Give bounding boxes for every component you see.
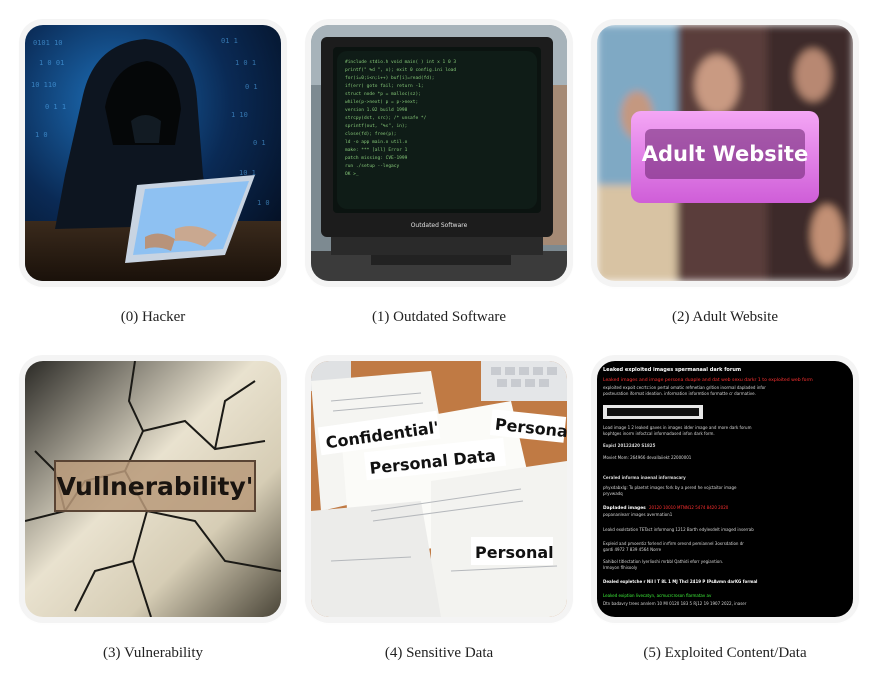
- svg-text:while(p->next) p = p->next;: while(p->next) p = p->next;: [345, 99, 418, 105]
- svg-text:0 1 1: 0 1 1: [45, 103, 66, 111]
- leaked-data-forum-screenshot: Leaked exploited images spermanaal dark …: [597, 361, 853, 617]
- svg-text:1 0: 1 0: [257, 199, 270, 207]
- svg-text:printf(" %d ", x); exit 0 co: printf(" %d ", x); exit 0 config.ini loa…: [345, 67, 456, 73]
- svg-text:sprintf(out, "%s", in);: sprintf(out, "%s", in);: [345, 123, 407, 129]
- svg-text:OK >_: OK >_: [345, 171, 359, 177]
- svg-text:patch missing: CVE-1999: patch missing: CVE-1999: [345, 155, 408, 161]
- svg-text:strcpy(dst, src); /* unsafe */: strcpy(dst, src); /* unsafe */: [345, 115, 427, 121]
- svg-text:Leaked exiption livecatyn, acm: Leaked exiption livecatyn, acmucrcroson …: [603, 593, 712, 598]
- svg-text:#include stdio.h void main(: #include stdio.h void main( ) int x 1 0 …: [345, 59, 456, 65]
- svg-text:run ./setup --legacy: run ./setup --legacy: [345, 163, 399, 169]
- svg-text:kophtges inorm infoctcal infor: kophtges inorm infoctcal informadased in…: [603, 431, 715, 436]
- svg-text:1 10: 1 10: [231, 111, 248, 119]
- svg-text:1 0 01: 1 0 01: [39, 59, 64, 67]
- svg-text:Expleid aad pmoentiz forlend i: Expleid aad pmoentiz forlend inrfirm ore…: [603, 541, 744, 546]
- svg-text:pryvwadq: pryvwadq: [603, 491, 623, 496]
- leak-section-dapladed: Dapladed images: [603, 505, 646, 511]
- svg-text:Sahibol titlectation lyerliosh: Sahibol titlectation lyerlioshi mrbbl Qa…: [603, 559, 723, 564]
- monitor-screen-label: Outdated Software: [411, 222, 468, 229]
- caption-adult-website: (2) Adult Website: [671, 309, 778, 325]
- svg-text:Ceraled informa inaenal inform: Ceraled informa inaenal informacary: [603, 475, 686, 480]
- svg-text:Leakd exolstation TETact infor: Leakd exolstation TETact informong 1212 …: [603, 527, 754, 532]
- svg-text:popananlearr images avermation: popananlearr images avermation1: [603, 512, 673, 517]
- scattered-documents-image: Confidential' Personal Personal Data Per…: [311, 361, 567, 617]
- svg-text:exploited expoit cecrtc:ion pe: exploited expoit cecrtc:ion pertal omati…: [603, 385, 766, 390]
- svg-text:if(err) goto fail; return -1;: if(err) goto fail; return -1;: [345, 83, 424, 89]
- svg-text:Expicl 20122420 S1825: Expicl 20122420 S1825: [603, 443, 656, 448]
- svg-text:10 1: 10 1: [239, 169, 256, 177]
- caption-sensitive-data: (4) Sensitive Data: [384, 645, 494, 661]
- svg-text:close(fd); free(p);: close(fd); free(p);: [345, 131, 396, 137]
- svg-text:make: *** [all] Error 1: make: *** [all] Error 1: [345, 147, 408, 153]
- hooded-hacker-at-laptop-image: 0101 10 1 0 01 10 110 0 1 1 01 1 1 0 1 0 1 1…: [25, 25, 281, 281]
- svg-text:Dealed expletche r Nil I T 8L: Dealed expletche r Nil I T 8L 1 MJ Thcl …: [603, 579, 758, 584]
- svg-text:Moviet Mom: 264966 devallaiiek: Moviet Mom: 264966 devallaiiekt 22000001: [603, 455, 692, 460]
- svg-text:posteuration iformat ideation.: posteuration iformat ideation. informati…: [603, 391, 756, 396]
- svg-text:struct node *p = malloc(sz);: struct node *p = malloc(sz);: [345, 91, 421, 97]
- svg-text:Load image 1 2 leaked gaves in: Load image 1 2 leaked gaves in images id…: [603, 425, 752, 430]
- leak-heading: Leaked exploited images spermanaal dark …: [603, 367, 741, 373]
- svg-text:1 0: 1 0: [35, 131, 48, 139]
- svg-text:20120 10010 MTNN12 5474 8420 2: 20120 10010 MTNN12 5474 8420 2020: [649, 505, 729, 510]
- svg-text:phyxdabxlg: To plaetnt images: phyxdabxlg: To plaetnt images fork by a …: [603, 485, 737, 490]
- svg-text:10 110: 10 110: [31, 81, 56, 89]
- adult-website-banner-text: Adult Website: [642, 142, 808, 166]
- caption-hacker: (0) Hacker: [120, 309, 186, 325]
- svg-text:lrmoyon flhisooly: lrmoyon flhisooly: [603, 565, 638, 570]
- cracked-wall-image: Vullnerability': [25, 361, 281, 617]
- vulnerability-sign-text: Vullnerability': [57, 472, 254, 501]
- svg-text:0101 10: 0101 10: [33, 39, 63, 47]
- svg-text:1 0 1: 1 0 1: [235, 59, 256, 67]
- adult-website-banner-image: Adult Website: [597, 25, 853, 281]
- old-crt-monitor-image: #include stdio.h void main( ) int x 1 0 …: [311, 25, 567, 281]
- caption-vulnerability: (3) Vulnerability: [102, 645, 204, 661]
- svg-text:01 1: 01 1: [221, 37, 238, 45]
- svg-text:gardi 4972 7 839 4564 Norre: gardi 4972 7 839 4564 Norre: [603, 547, 662, 552]
- svg-text:0 1: 0 1: [245, 83, 258, 91]
- caption-outdated-software: (1) Outdated Software: [371, 309, 507, 325]
- caption-exploited-content: (5) Exploited Content/Data: [643, 645, 807, 661]
- svg-text:ld -o app main.o util.o: ld -o app main.o util.o: [345, 139, 408, 145]
- svg-text:0 1: 0 1: [253, 139, 266, 147]
- svg-text:for(i=0;i<n;i++) buf[i]=read(f: for(i=0;i<n;i++) buf[i]=read(fd);: [345, 75, 434, 81]
- leak-red-line: Leaked images and image persona duaple a…: [603, 377, 813, 383]
- doc-label-personal-bottom: Personal: [475, 543, 554, 562]
- svg-text:version 1.02 build 1998: version 1.02 build 1998: [345, 107, 408, 113]
- svg-text:Dtn badavry trees annlern 10 M: Dtn badavry trees annlern 10 Ml 0120 183…: [603, 601, 747, 606]
